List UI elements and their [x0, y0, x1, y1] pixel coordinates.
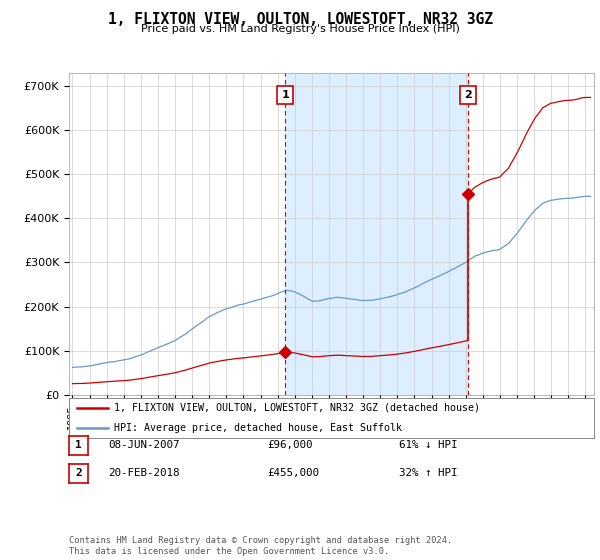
Text: 2: 2: [75, 468, 82, 478]
Text: Price paid vs. HM Land Registry's House Price Index (HPI): Price paid vs. HM Land Registry's House …: [140, 24, 460, 34]
Text: 1, FLIXTON VIEW, OULTON, LOWESTOFT, NR32 3GZ (detached house): 1, FLIXTON VIEW, OULTON, LOWESTOFT, NR32…: [113, 403, 479, 413]
Text: 2: 2: [464, 90, 472, 100]
Text: 1: 1: [281, 90, 289, 100]
Text: Contains HM Land Registry data © Crown copyright and database right 2024.
This d: Contains HM Land Registry data © Crown c…: [69, 536, 452, 556]
Text: 61% ↓ HPI: 61% ↓ HPI: [399, 440, 458, 450]
Text: 20-FEB-2018: 20-FEB-2018: [108, 468, 179, 478]
Text: £96,000: £96,000: [267, 440, 313, 450]
Text: £455,000: £455,000: [267, 468, 319, 478]
Text: 1, FLIXTON VIEW, OULTON, LOWESTOFT, NR32 3GZ: 1, FLIXTON VIEW, OULTON, LOWESTOFT, NR32…: [107, 12, 493, 27]
Bar: [285, 73, 468, 395]
Text: 1: 1: [75, 440, 82, 450]
Text: 08-JUN-2007: 08-JUN-2007: [108, 440, 179, 450]
Text: 32% ↑ HPI: 32% ↑ HPI: [399, 468, 458, 478]
Text: HPI: Average price, detached house, East Suffolk: HPI: Average price, detached house, East…: [113, 423, 401, 433]
